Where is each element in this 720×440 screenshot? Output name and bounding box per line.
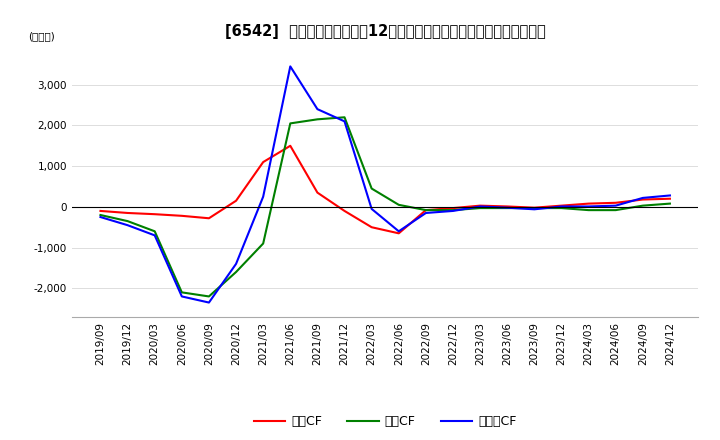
投資CF <box>476 205 485 211</box>
フリーCF <box>341 119 349 124</box>
投資CF <box>584 208 593 213</box>
フリーCF <box>476 204 485 209</box>
フリーCF <box>395 229 403 234</box>
投資CF <box>313 117 322 122</box>
Legend: 営業CF, 投資CF, フリーCF: 営業CF, 投資CF, フリーCF <box>249 411 521 433</box>
営業CF <box>313 190 322 195</box>
営業CF <box>611 200 620 205</box>
フリーCF <box>286 64 294 69</box>
Line: 営業CF: 営業CF <box>101 146 670 233</box>
投資CF <box>395 202 403 208</box>
投資CF <box>665 201 674 206</box>
営業CF <box>530 205 539 210</box>
フリーCF <box>639 195 647 201</box>
フリーCF <box>178 294 186 299</box>
投資CF <box>421 208 430 213</box>
Line: フリーCF: フリーCF <box>101 66 670 303</box>
営業CF <box>150 212 159 217</box>
投資CF <box>611 208 620 213</box>
フリーCF <box>96 214 105 220</box>
営業CF <box>395 231 403 236</box>
投資CF <box>530 205 539 211</box>
投資CF <box>367 186 376 191</box>
営業CF <box>665 196 674 202</box>
営業CF <box>286 143 294 148</box>
フリーCF <box>259 194 268 199</box>
投資CF <box>449 208 457 213</box>
営業CF <box>178 213 186 219</box>
フリーCF <box>503 205 511 210</box>
投資CF <box>204 294 213 299</box>
投資CF <box>123 219 132 224</box>
営業CF <box>421 208 430 213</box>
投資CF <box>259 241 268 246</box>
営業CF <box>503 204 511 209</box>
投資CF <box>96 213 105 218</box>
フリーCF <box>449 208 457 213</box>
営業CF <box>367 224 376 230</box>
投資CF <box>557 205 566 211</box>
投資CF <box>150 229 159 234</box>
投資CF <box>178 290 186 295</box>
Title: [6542]  キャッシュフローの12か月移動合計の対前年同期増減額の推移: [6542] キャッシュフローの12か月移動合計の対前年同期増減額の推移 <box>225 24 546 39</box>
Text: (百万円): (百万円) <box>28 31 55 41</box>
フリーCF <box>123 223 132 228</box>
営業CF <box>557 203 566 208</box>
営業CF <box>639 197 647 202</box>
フリーCF <box>611 203 620 208</box>
投資CF <box>232 269 240 275</box>
投資CF <box>341 115 349 120</box>
フリーCF <box>665 193 674 198</box>
営業CF <box>204 216 213 221</box>
営業CF <box>584 201 593 206</box>
フリーCF <box>204 300 213 305</box>
フリーCF <box>421 210 430 216</box>
フリーCF <box>367 206 376 212</box>
フリーCF <box>313 106 322 112</box>
投資CF <box>503 205 511 211</box>
営業CF <box>341 208 349 213</box>
投資CF <box>286 121 294 126</box>
Line: 投資CF: 投資CF <box>101 117 670 297</box>
営業CF <box>259 159 268 165</box>
フリーCF <box>557 204 566 209</box>
営業CF <box>123 210 132 216</box>
営業CF <box>232 198 240 203</box>
営業CF <box>449 205 457 211</box>
営業CF <box>476 203 485 208</box>
フリーCF <box>584 204 593 209</box>
投資CF <box>639 203 647 208</box>
営業CF <box>96 208 105 213</box>
フリーCF <box>530 207 539 212</box>
フリーCF <box>150 233 159 238</box>
フリーCF <box>232 261 240 267</box>
